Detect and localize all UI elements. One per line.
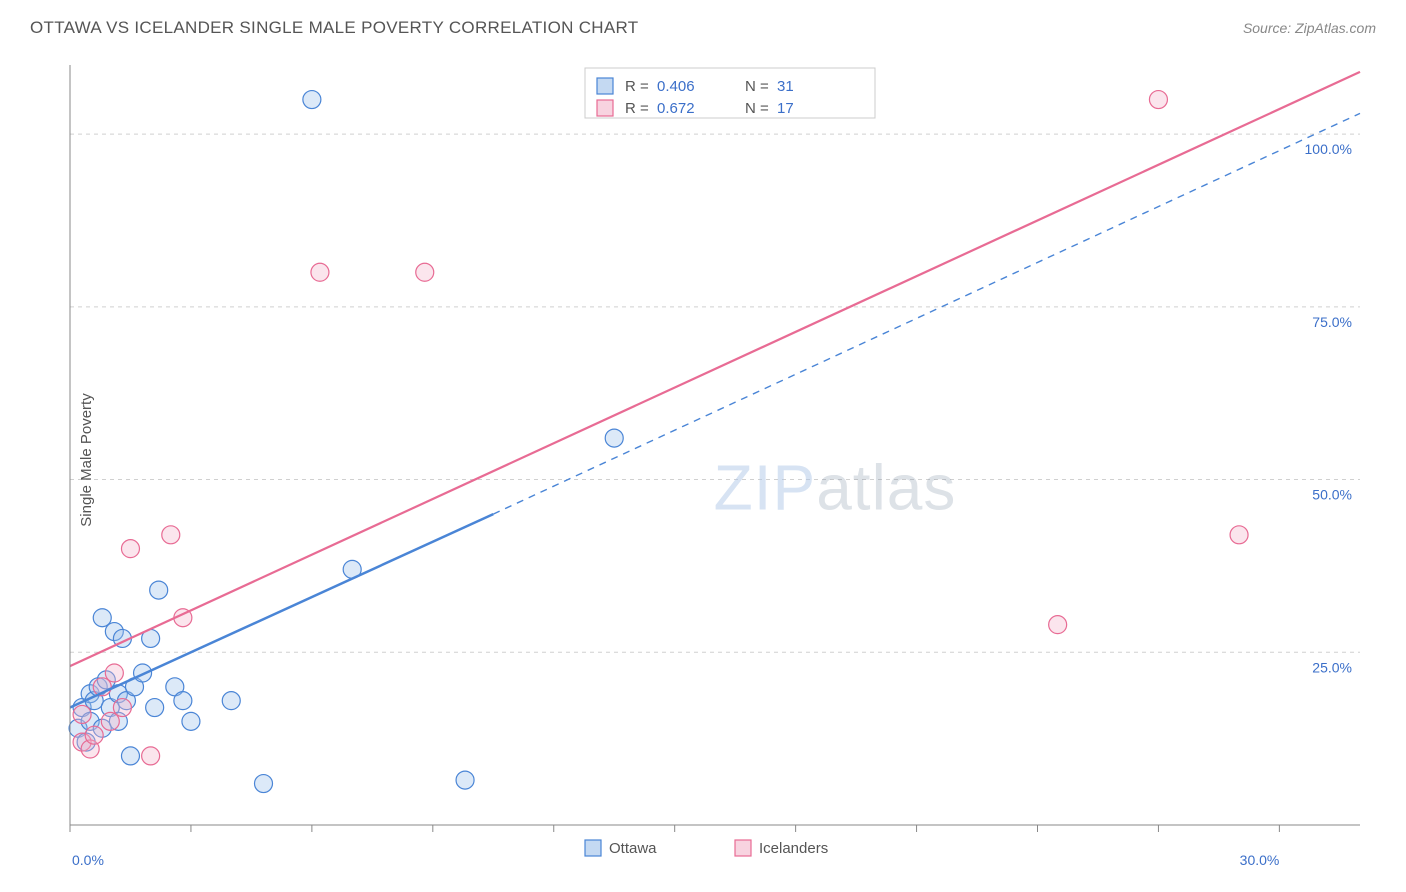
source-attribution: Source: ZipAtlas.com (1243, 20, 1376, 36)
source-link[interactable]: ZipAtlas.com (1295, 20, 1376, 36)
svg-text:30.0%: 30.0% (1240, 852, 1280, 868)
svg-text:25.0%: 25.0% (1312, 659, 1352, 675)
svg-text:75.0%: 75.0% (1312, 314, 1352, 330)
svg-text:R =: R = (625, 78, 649, 95)
svg-text:17: 17 (777, 100, 794, 117)
svg-text:100.0%: 100.0% (1305, 141, 1352, 157)
svg-text:Icelanders: Icelanders (759, 840, 828, 857)
svg-text:31: 31 (777, 78, 794, 95)
source-prefix: Source: (1243, 20, 1295, 36)
svg-text:0.406: 0.406 (657, 78, 695, 95)
svg-text:50.0%: 50.0% (1312, 487, 1352, 503)
chart-container: Single Male Poverty 25.0% 50.0% 75.0% 100.0… (30, 50, 1380, 870)
chart-header: OTTAWA VS ICELANDER SINGLE MALE POVERTY … (0, 0, 1406, 48)
svg-text:0.672: 0.672 (657, 100, 695, 117)
svg-text:Ottawa: Ottawa (609, 840, 657, 857)
y-axis-label: Single Male Poverty (78, 393, 95, 526)
svg-text:N =: N = (745, 100, 769, 117)
scatter-chart: 25.0% 50.0% 75.0% 100.0% ZIPatlas 0.0% 30.0% R … (30, 50, 1380, 870)
chart-title: OTTAWA VS ICELANDER SINGLE MALE POVERTY … (30, 18, 638, 38)
svg-text:N =: N = (745, 78, 769, 95)
svg-text:R =: R = (625, 100, 649, 117)
svg-text:0.0%: 0.0% (72, 852, 104, 868)
svg-text:ZIPatlas: ZIPatlas (714, 452, 957, 524)
